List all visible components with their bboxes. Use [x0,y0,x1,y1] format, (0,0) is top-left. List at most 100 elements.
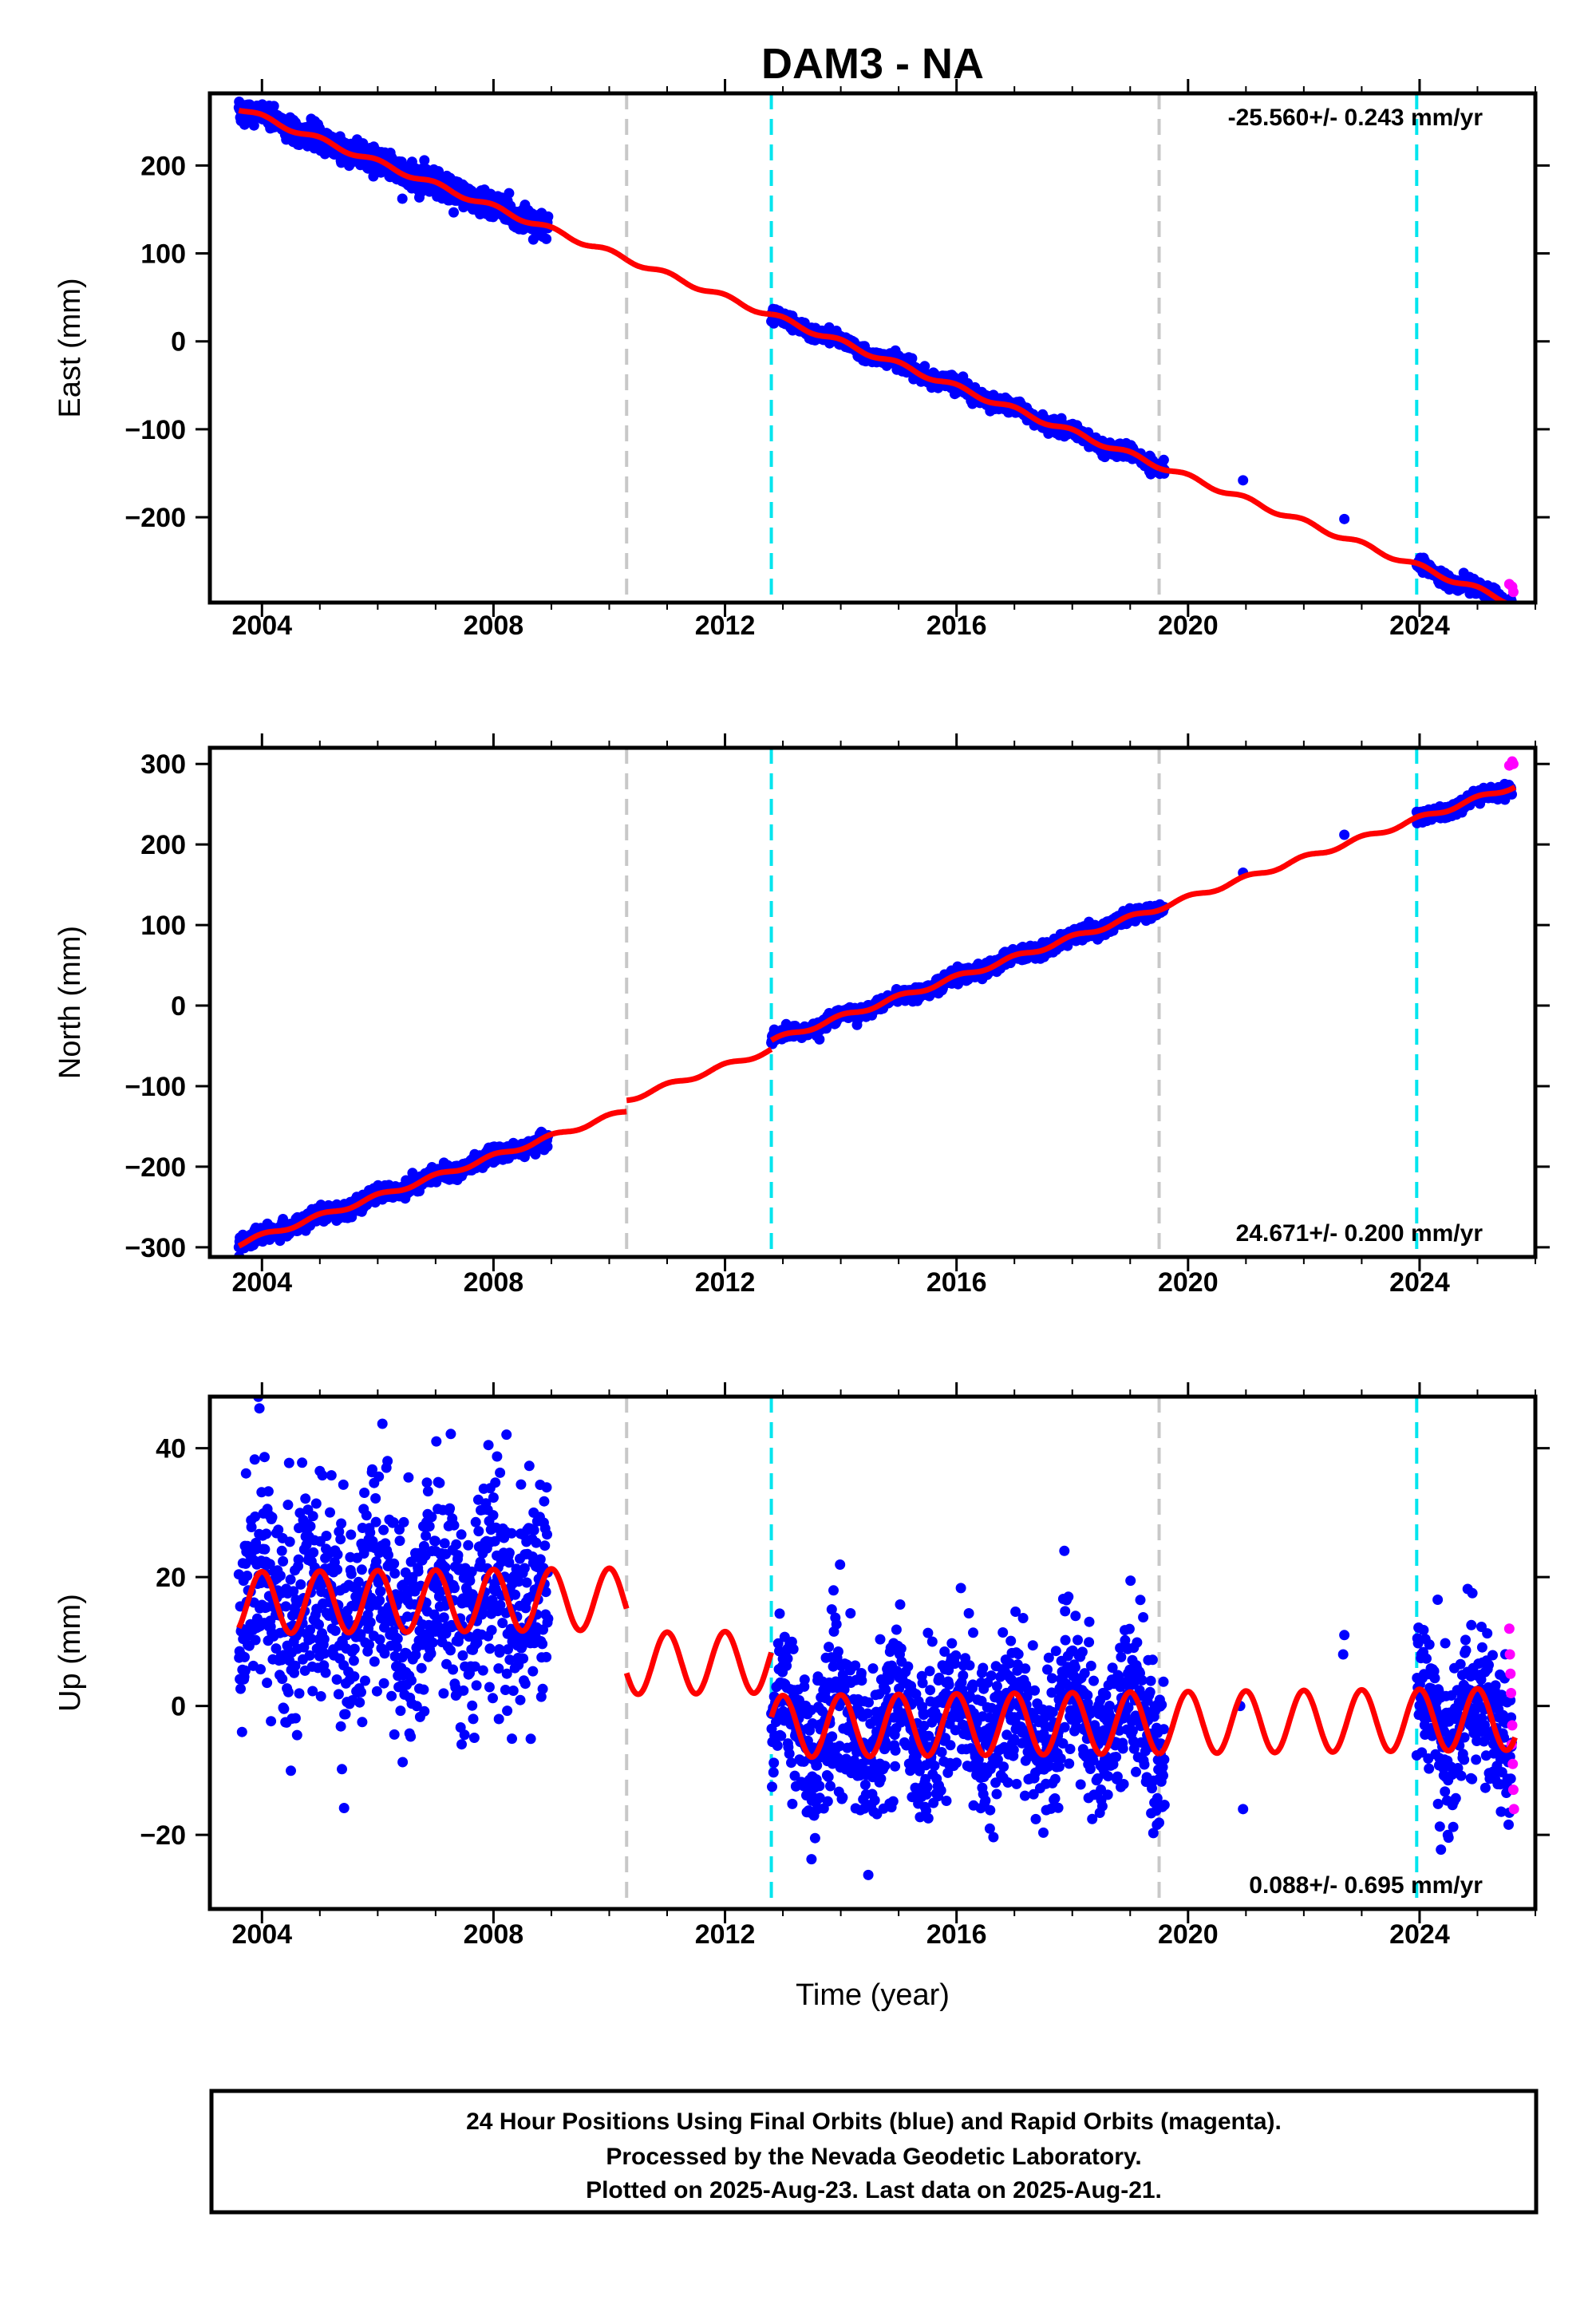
data-point [367,1464,377,1475]
data-point [1339,513,1350,524]
data-point [306,1633,317,1644]
data-point [284,1536,295,1547]
data-point [271,1643,282,1654]
panel-frame [207,91,1538,605]
data-point [361,1510,372,1521]
data-point [259,1452,270,1463]
data-point [278,1555,289,1567]
final-orbit-points [233,1397,1517,1880]
data-point [360,1675,370,1686]
data-point [273,1524,284,1535]
rapid-point [1507,758,1519,769]
data-point [307,1686,318,1697]
data-point [319,1648,330,1659]
data-point [254,1403,265,1414]
data-point [338,1479,349,1490]
y-tick-label: 0 [171,991,186,1022]
model-curve [625,257,772,318]
data-point [240,1468,251,1479]
data-point [354,1697,365,1708]
data-point [356,1686,366,1697]
rapid-orbit-points [1503,579,1519,598]
data-point [267,1512,278,1523]
data-point [297,1457,308,1468]
data-point [266,1716,277,1727]
data-point [305,1624,316,1635]
data-point [348,1655,359,1666]
y-tick-label: −100 [124,415,186,445]
rapid-orbit-points [1503,756,1519,771]
x-tick-label: 2016 [926,611,987,641]
data-point [335,1534,346,1545]
data-point [365,1527,376,1538]
data-point [248,120,259,131]
y-axis-title: East (mm) [53,278,87,417]
y-axis-title: North (mm) [53,926,87,1079]
model-curve [771,311,1160,472]
data-point [542,1141,553,1152]
data-point [1339,829,1350,840]
data-point [448,207,459,218]
data-point [907,353,918,364]
y-tick-label: 0 [171,327,186,358]
data-point [261,1602,272,1613]
data-point [1500,603,1511,614]
data-point [357,1717,368,1728]
x-tick-label: 2008 [464,1267,524,1298]
data-point [263,1486,274,1497]
data-point [320,1667,331,1678]
data-point [314,1619,324,1630]
data-point [346,1529,357,1540]
data-point [264,1559,275,1570]
data-point [318,1634,330,1645]
data-point [330,1625,341,1636]
data-point [249,1454,260,1465]
data-point [283,1457,294,1468]
data-point [315,1691,326,1701]
x-tick-label: 2016 [926,1267,987,1298]
data-point [276,1545,287,1556]
data-point [332,1564,343,1575]
data-point [236,1726,247,1737]
data-point [1238,475,1249,486]
model-curve [238,108,629,263]
chart-title: DAM3 - NA [761,40,984,88]
data-point [397,193,408,204]
data-point [277,1674,288,1685]
data-point [239,1665,251,1676]
y-tick-label: 200 [140,830,186,860]
data-point [369,1656,380,1667]
data-point [293,1554,304,1565]
y-tick-label: 300 [140,749,186,780]
data-point [259,1543,271,1555]
x-tick-label: 2008 [464,611,524,641]
data-point [255,1664,266,1675]
data-point [336,1518,347,1529]
y-tick-label: 100 [140,239,186,270]
data-point [307,1511,318,1522]
data-point [295,1579,306,1590]
data-point [356,1564,367,1575]
data-point [286,1765,296,1777]
y-tick-label: 200 [140,151,186,181]
x-tick-label: 2020 [1158,611,1219,641]
data-point [235,1683,246,1694]
data-point [331,1674,342,1685]
x-tick-label: 2004 [231,1267,292,1298]
data-point [338,1803,350,1813]
data-point [250,1634,261,1646]
model-curve [237,1109,627,1249]
rate-label: -25.560+/- 0.243 mm/yr [1228,105,1483,131]
data-point [282,1500,294,1511]
x-axis: 2004 2008 2012 2016 2020 2024 [231,79,1536,641]
data-point [333,1689,344,1700]
data-point [305,1521,316,1531]
data-point [364,1639,374,1650]
data-point [355,1629,366,1640]
data-point [261,1528,272,1539]
data-point [246,1522,257,1532]
x-tick-label: 2012 [695,611,756,641]
